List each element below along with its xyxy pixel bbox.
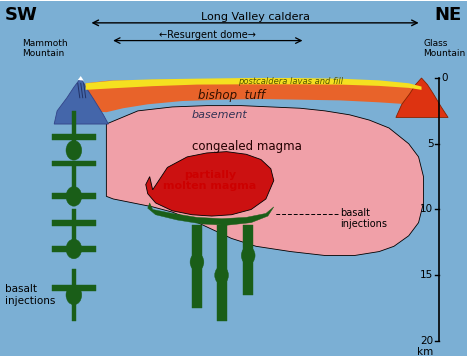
Polygon shape: [72, 210, 76, 249]
Text: Mammoth
Mountain: Mammoth Mountain: [22, 39, 67, 58]
Text: 10: 10: [420, 204, 433, 215]
Text: basalt
injections: basalt injections: [340, 208, 387, 229]
Polygon shape: [396, 78, 448, 117]
Ellipse shape: [190, 253, 204, 271]
Polygon shape: [54, 78, 109, 124]
Polygon shape: [192, 225, 202, 308]
Text: postcaldera lavas and fill: postcaldera lavas and fill: [238, 77, 343, 86]
Text: basement: basement: [192, 111, 248, 121]
Polygon shape: [72, 111, 76, 150]
Ellipse shape: [241, 247, 255, 264]
Ellipse shape: [66, 186, 82, 206]
Text: SW: SW: [5, 6, 38, 24]
Text: 5: 5: [427, 139, 433, 149]
Polygon shape: [86, 79, 421, 112]
Polygon shape: [52, 220, 96, 226]
Polygon shape: [146, 152, 274, 216]
Polygon shape: [86, 78, 421, 90]
Text: partially
molten magma: partially molten magma: [163, 170, 256, 192]
Polygon shape: [106, 105, 423, 256]
Polygon shape: [52, 246, 96, 252]
Text: bishop  tuff: bishop tuff: [198, 89, 265, 102]
Polygon shape: [78, 76, 84, 81]
Polygon shape: [148, 203, 274, 225]
Polygon shape: [52, 161, 96, 166]
Ellipse shape: [215, 266, 228, 284]
Text: Long Valley caldera: Long Valley caldera: [201, 12, 310, 22]
Text: basalt
injections: basalt injections: [5, 284, 55, 306]
Polygon shape: [72, 163, 76, 196]
Polygon shape: [52, 134, 96, 140]
Polygon shape: [72, 269, 76, 321]
Ellipse shape: [66, 140, 82, 160]
Polygon shape: [52, 193, 96, 199]
Text: 20: 20: [420, 336, 433, 346]
Polygon shape: [52, 285, 96, 291]
Text: 0: 0: [441, 73, 448, 83]
Ellipse shape: [66, 239, 82, 259]
Text: Glass
Mountain: Glass Mountain: [423, 39, 466, 58]
Text: congealed magma: congealed magma: [192, 140, 302, 153]
Text: NE: NE: [435, 6, 462, 24]
Text: km: km: [417, 347, 433, 357]
Ellipse shape: [66, 285, 82, 305]
Polygon shape: [217, 225, 227, 321]
Polygon shape: [243, 225, 253, 295]
Text: 15: 15: [420, 270, 433, 280]
Text: ←Resurgent dome→: ←Resurgent dome→: [159, 30, 256, 40]
